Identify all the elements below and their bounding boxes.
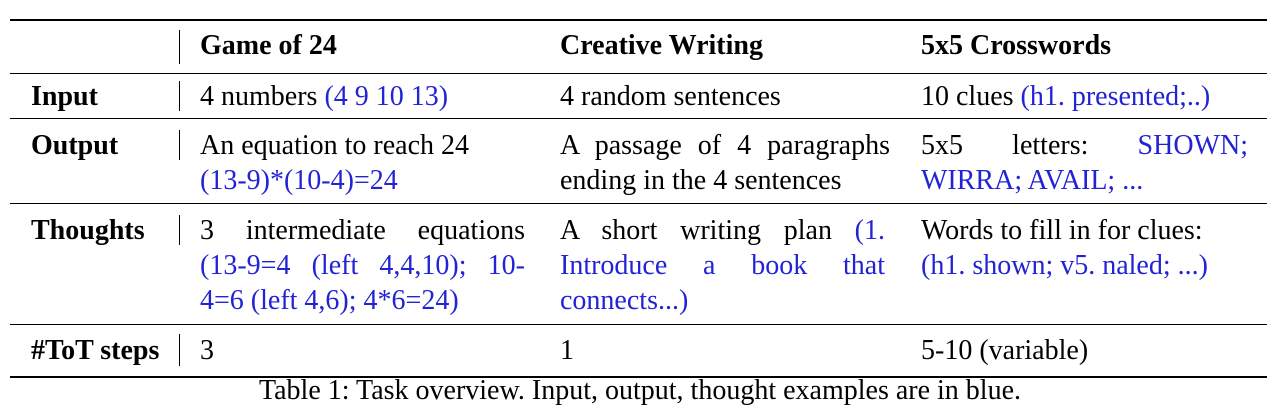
cell-output-game24: An equation to reach 24 (13-9)*(10-4)=24 [200, 128, 469, 198]
header-rule [10, 73, 1267, 74]
row-label-steps: #ToT steps [31, 335, 160, 366]
cell-steps-game24: 3 [200, 335, 214, 366]
cell-text: 3 intermediate equations [200, 215, 525, 246]
example-text: (1. Introduce a book that connects...) [560, 215, 885, 316]
row-rule-thoughts [10, 324, 1267, 325]
cell-steps-writing: 1 [560, 335, 574, 366]
cell-output-crosswords: 5x5 letters: SHOWN; WIRRA; AVAIL; ... [921, 128, 1248, 198]
column-separator-output [179, 130, 180, 160]
table-bottom-rule [10, 376, 1267, 378]
cell-text: 4 random sentences [560, 81, 781, 112]
example-text: SHOWN; WIRRA; AVAIL; ... [921, 130, 1248, 196]
cell-thoughts-writing: A short writing plan (1. Introduce a boo… [560, 213, 885, 318]
table-caption: Table 1: Task overview. Input, output, t… [258, 375, 1021, 406]
cell-text: 4 numbers [200, 81, 325, 112]
row-label-output: Output [31, 130, 119, 161]
column-separator-input [179, 81, 180, 111]
column-header-crosswords: 5x5 Crosswords [921, 30, 1112, 61]
example-text: (13-9)*(10-4)=24 [200, 165, 398, 196]
column-separator-steps [179, 334, 180, 366]
row-rule-input [10, 118, 1267, 119]
column-header-writing: Creative Writing [560, 30, 763, 61]
cell-text: 5x5 letters: [921, 130, 1138, 161]
row-rule-output [10, 203, 1267, 204]
example-text: (h1. shown; v5. naled; ...) [921, 250, 1208, 281]
table-top-rule [10, 19, 1267, 21]
example-text: (4 9 10 13) [324, 81, 449, 112]
cell-text: A short writing plan [560, 215, 855, 246]
example-text: (13-9=4 (left 4,4,10); 10-4=6 (left 4,6)… [200, 250, 525, 316]
cell-text: Words to fill in for clues: [921, 215, 1203, 246]
cell-text: A passage of 4 paragraphs ending in the … [560, 130, 890, 196]
cell-thoughts-game24: 3 intermediate equations (13-9=4 (left 4… [200, 213, 525, 318]
column-separator-header [179, 30, 180, 64]
cell-text: 10 clues [921, 81, 1021, 112]
cell-input-writing: 4 random sentences [560, 79, 781, 114]
cell-input-crosswords: 10 clues (h1. presented;..) [921, 79, 1210, 114]
column-separator-thoughts [179, 215, 180, 245]
row-label-input: Input [31, 81, 98, 112]
cell-input-game24: 4 numbers (4 9 10 13) [200, 79, 448, 114]
row-label-thoughts: Thoughts [31, 215, 145, 246]
cell-output-writing: A passage of 4 paragraphs ending in the … [560, 128, 890, 198]
example-text: (h1. presented;..) [1020, 81, 1211, 112]
cell-text: An equation to reach 24 [200, 130, 470, 161]
cell-thoughts-crosswords: Words to fill in for clues: (h1. shown; … [921, 213, 1256, 283]
cell-steps-crosswords: 5-10 (variable) [921, 335, 1089, 366]
column-header-game24: Game of 24 [200, 30, 337, 61]
